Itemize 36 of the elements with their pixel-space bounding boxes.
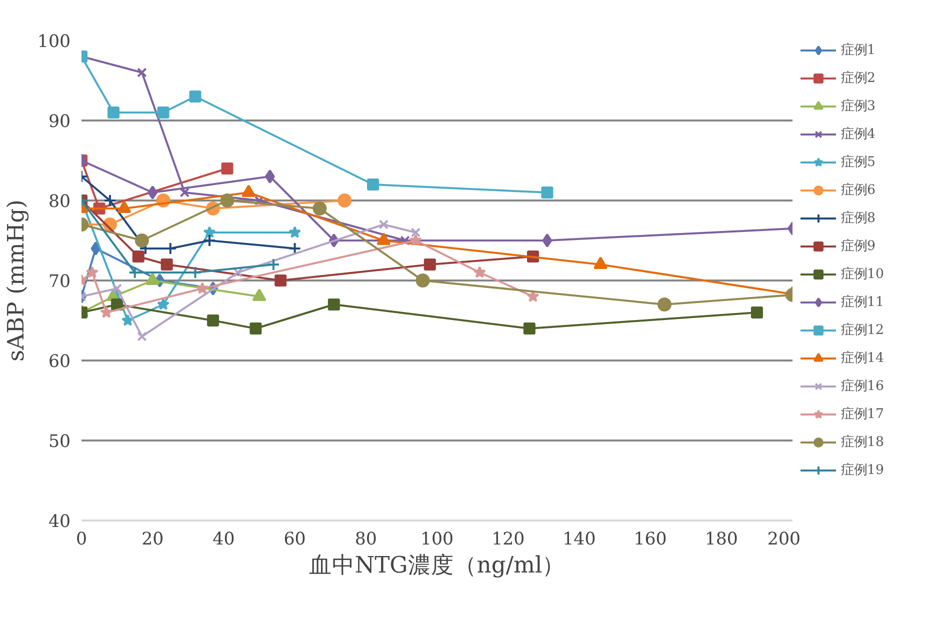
x-tick-label: 60 [284, 530, 306, 550]
legend-label: 症例18 [841, 434, 884, 451]
y-tick-label: 40 [48, 512, 71, 532]
y-tick-label: 60 [48, 352, 71, 372]
x-tick-label: 40 [212, 530, 235, 550]
y-tick-label: 50 [48, 432, 71, 452]
x-tick-label: 20 [142, 530, 164, 550]
legend-label: 症例14 [841, 350, 884, 367]
x-tick-label: 120 [492, 530, 525, 550]
y-axis-title: sABP (mmHg) [3, 199, 30, 362]
x-tick-label: 180 [704, 530, 738, 550]
y-tick-label: 100 [37, 32, 71, 52]
legend-label: 症例10 [841, 266, 884, 283]
legend-label: 症例2 [841, 70, 876, 87]
y-tick-label: 70 [48, 272, 71, 292]
x-tick-label: 0 [76, 530, 88, 550]
x-tick-label: 140 [562, 530, 596, 550]
x-tick-label: 200 [767, 530, 801, 550]
legend-label: 症例4 [841, 126, 876, 143]
legend-label: 症例19 [841, 462, 884, 479]
legend-label: 症例8 [841, 210, 876, 227]
legend-label: 症例6 [841, 182, 876, 199]
x-tick-label: 80 [354, 530, 377, 550]
y-tick-label: 80 [48, 192, 71, 212]
legend-label: 症例17 [841, 406, 884, 423]
y-tick-label: 90 [48, 112, 71, 132]
legend-label: 症例5 [841, 154, 876, 171]
legend-label: 症例12 [841, 322, 884, 339]
legend-label: 症例1 [841, 42, 876, 59]
x-tick-label: 160 [634, 530, 667, 550]
x-tick-label: 100 [420, 530, 454, 550]
legend-label: 症例16 [841, 378, 884, 395]
legend-label: 症例11 [841, 294, 884, 311]
x-axis-title: 血中NTG濃度（ng/ml） [308, 552, 566, 578]
legend-label: 症例3 [841, 98, 876, 115]
legend-label: 症例9 [841, 238, 876, 255]
